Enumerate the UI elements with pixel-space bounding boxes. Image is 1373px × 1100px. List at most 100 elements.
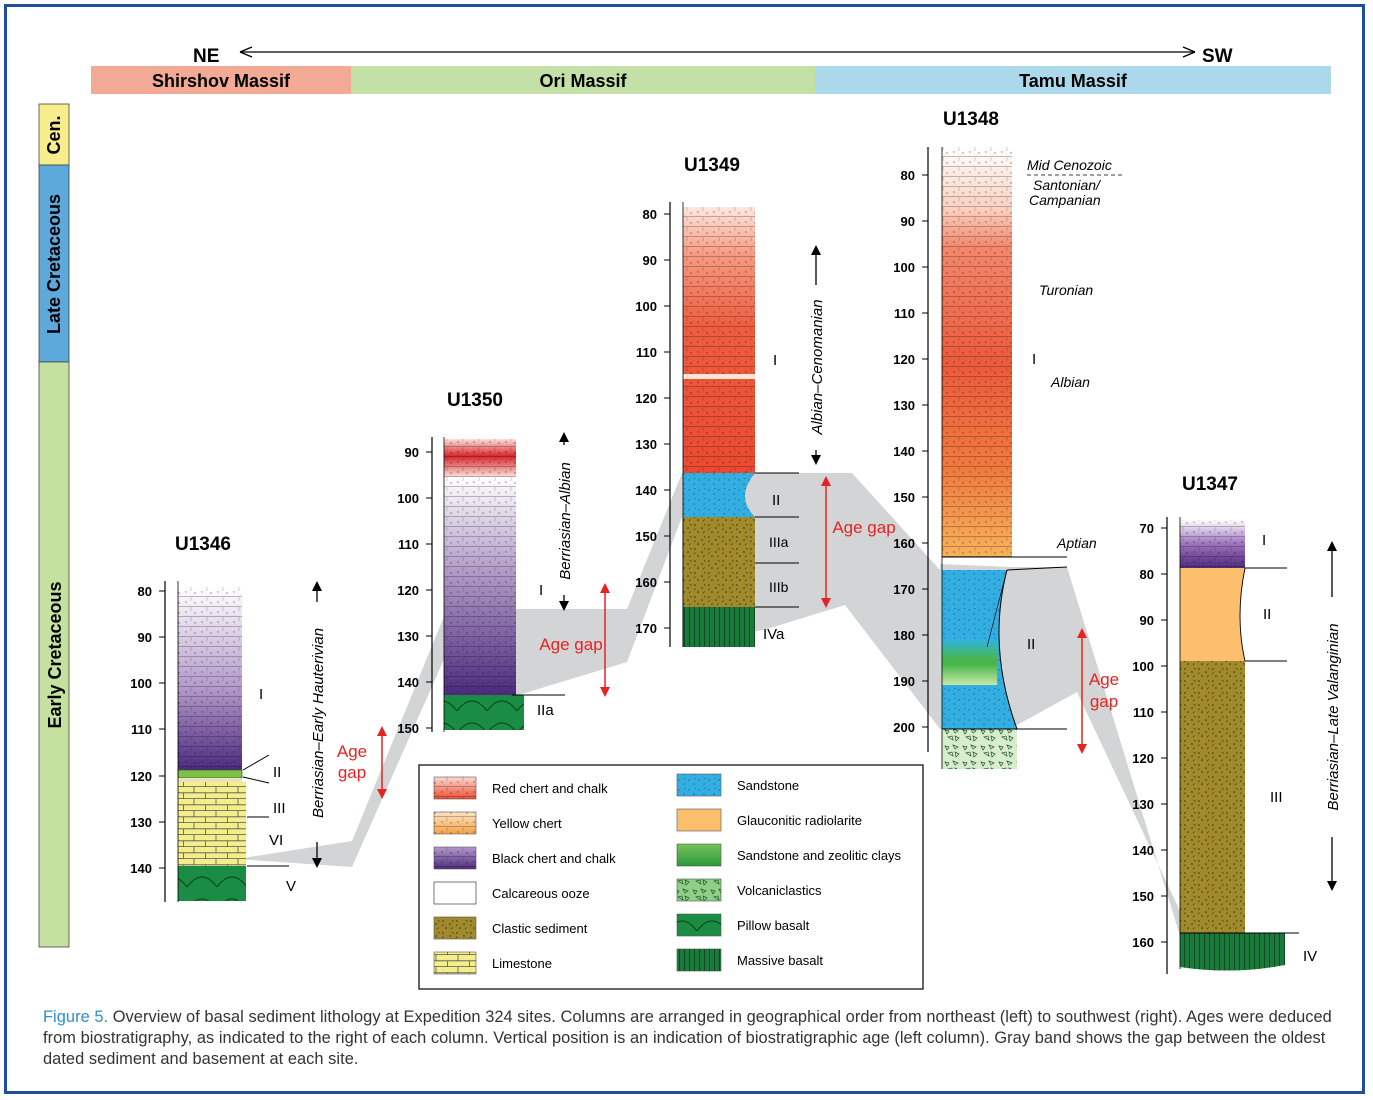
glauconitic-radiolarite-swatch <box>676 808 722 832</box>
age-gap-label: gap <box>1090 692 1118 711</box>
site-u1349-axis: 80 90 100 110 120 130 140 150 160 170 <box>635 207 670 636</box>
caption-label: Figure 5. <box>43 1008 109 1026</box>
legend-item-glauconitic: Glauconitic radiolarite <box>676 808 862 832</box>
tick-label: 120 <box>397 583 419 598</box>
tick-label: 180 <box>893 628 915 643</box>
legend-item-sandstone: Sandstone <box>676 773 799 797</box>
unit-label: IIIb <box>769 579 789 595</box>
tick-label: 120 <box>893 352 915 367</box>
legend-item-clastic-sediment: Clastic sediment <box>433 916 588 940</box>
unit-label: IVa <box>763 626 785 643</box>
tick-label: 110 <box>131 722 152 737</box>
unit-label: IV <box>1303 948 1317 965</box>
unit-label: II <box>273 764 281 781</box>
calcareous-ooze-swatch <box>433 881 477 905</box>
legend-item-sandstone-zeolitic: Sandstone and zeolitic clays <box>676 843 902 867</box>
sandstone-zeolitic-swatch <box>676 843 722 867</box>
legend-item-pillow-basalt: Pillow basalt <box>676 913 810 937</box>
site-u1350-age: Berriasian–Albian <box>557 462 574 580</box>
unit-label: I <box>1262 532 1266 549</box>
ori-massif-label: Ori Massif <box>539 71 627 91</box>
tick-label: 190 <box>893 674 915 689</box>
tamu-massif-label: Tamu Massif <box>1019 71 1128 91</box>
unit-label: V <box>286 878 296 895</box>
tick-label: 170 <box>635 621 657 636</box>
direction-ne-label: NE <box>193 46 219 67</box>
site-u1346-axis: 80 90 100 110 120 130 140 <box>130 584 165 876</box>
site-u1347-age: Berriasian–Late Valanginian <box>1325 623 1342 810</box>
site-u1347-title: U1347 <box>1182 474 1238 495</box>
legend-item-limestone: Limestone <box>433 951 552 975</box>
unit-label: I <box>773 352 777 369</box>
tick-label: 200 <box>893 720 915 735</box>
age-gap-label: Age gap <box>539 635 602 654</box>
legend-label: Pillow basalt <box>737 918 810 933</box>
site-u1346-title: U1346 <box>175 534 231 555</box>
ori-massif-bar <box>351 66 815 94</box>
legend-item-massive-basalt: Massive basalt <box>676 948 823 972</box>
age-column: Cen. Late Cretaceous Early Cretaceous <box>38 103 70 948</box>
unit-label: I <box>259 686 263 703</box>
massif-bar: Shirshov Massif Ori Massif Tamu Massif <box>91 66 1331 94</box>
site-u1346-age: Berriasian–Early Hauterivian <box>310 628 327 818</box>
legend-item-yellow-chert: Yellow chert <box>433 811 562 835</box>
legend-label: Clastic sediment <box>492 921 588 936</box>
site-u1349: U1349 80 90 100 110 120 130 140 150 160 … <box>635 155 827 647</box>
age-gap-label: Age <box>337 742 367 761</box>
tick-label: 130 <box>397 629 419 644</box>
caption-text: Overview of basal sediment lithology at … <box>43 1008 1332 1068</box>
tick-label: 140 <box>635 483 657 498</box>
late-cretaceous-label: Late Cretaceous <box>44 194 64 334</box>
tick-label: 100 <box>397 491 419 506</box>
early-cretaceous-label: Early Cretaceous <box>45 581 65 728</box>
cenozoic-label: Cen. <box>44 115 64 154</box>
legend: Red chert and chalk Yellow chert Black c… <box>418 764 924 990</box>
legend-label: Massive basalt <box>737 953 823 968</box>
legend-label: Calcareous ooze <box>492 886 590 901</box>
shirshov-massif-bar <box>91 66 351 94</box>
tick-label: 150 <box>397 721 419 736</box>
tick-label: 100 <box>635 299 657 314</box>
tick-label: 110 <box>1133 705 1154 720</box>
tick-label: 80 <box>1140 567 1154 582</box>
legend-item-volcaniclastics: Volcaniclastics <box>676 878 822 902</box>
figure-frame: NE SW Shirshov Massif Ori Massif Tamu Ma… <box>4 4 1365 1094</box>
tick-label: 90 <box>643 253 657 268</box>
tick-label: 110 <box>398 537 419 552</box>
age-gap-2: Age gap <box>539 583 610 697</box>
age-gap-3: Age gap <box>821 476 896 608</box>
tick-label: 140 <box>397 675 419 690</box>
shirshov-massif-label: Shirshov Massif <box>152 71 291 91</box>
tick-label: 140 <box>893 444 915 459</box>
tick-label: 90 <box>1140 613 1154 628</box>
legend-label: Red chert and chalk <box>492 781 608 796</box>
tick-label: 150 <box>893 490 915 505</box>
tick-label: 80 <box>901 168 915 183</box>
direction-sw-label: SW <box>1202 46 1233 67</box>
age-label: Albian <box>1050 374 1090 390</box>
legend-item-black-chert: Black chert and chalk <box>433 846 616 870</box>
tick-label: 120 <box>1132 751 1154 766</box>
tick-label: 100 <box>130 676 152 691</box>
tick-label: 140 <box>1132 843 1154 858</box>
site-u1348: U1348 80 90 100 110 120 130 140 150 160 … <box>893 109 1125 769</box>
age-gap-label: gap <box>338 763 366 782</box>
tick-label: 160 <box>635 575 657 590</box>
age-label: Aptian <box>1056 535 1097 551</box>
tick-label: 160 <box>1132 935 1154 950</box>
site-u1347: U1347 70 80 90 100 110 120 130 140 150 1… <box>1132 474 1343 974</box>
site-u1350-title: U1350 <box>447 390 503 411</box>
tick-label: 130 <box>635 437 657 452</box>
tick-label: 140 <box>130 861 152 876</box>
tick-label: 120 <box>130 769 152 784</box>
site-u1347-axis: 70 80 90 100 110 120 130 140 150 160 <box>1132 521 1167 950</box>
legend-label: Glauconitic radiolarite <box>737 813 862 828</box>
age-gap-4: Age gap <box>1077 628 1119 754</box>
unit-label: II <box>772 492 780 509</box>
site-u1348-axis: 80 90 100 110 120 130 140 150 160 170 18… <box>893 168 928 735</box>
tick-label: 110 <box>636 345 657 360</box>
unit-label: VI <box>269 832 283 849</box>
lithology-figure: NE SW Shirshov Massif Ori Massif Tamu Ma… <box>38 46 1343 990</box>
unit-label: I <box>1032 351 1036 368</box>
tick-label: 70 <box>1140 521 1154 536</box>
